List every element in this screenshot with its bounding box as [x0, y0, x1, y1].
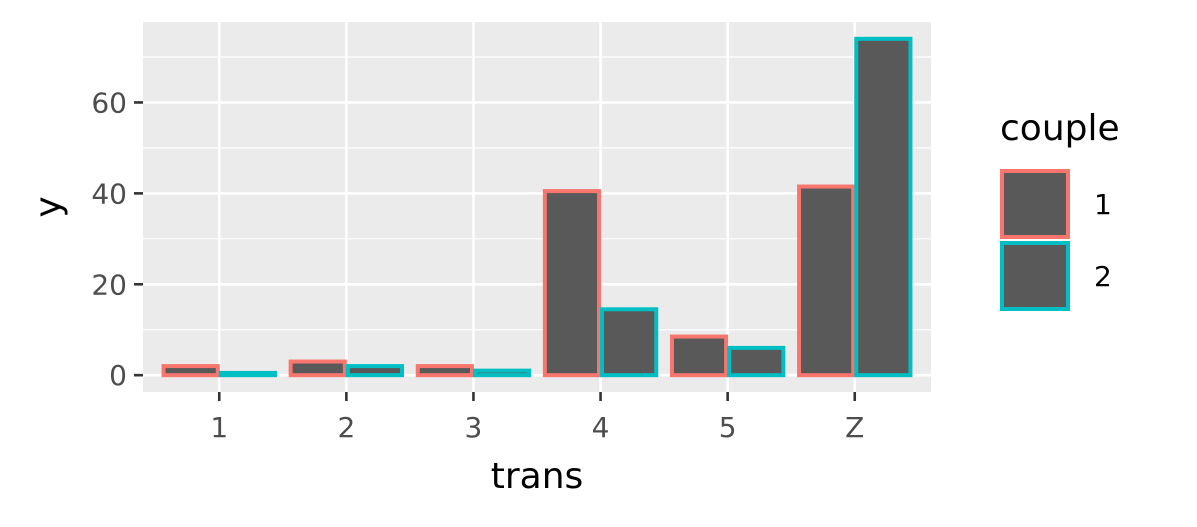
y-tick-label: 0	[109, 359, 127, 392]
y-tick-label: 20	[91, 268, 127, 301]
bar-series-2-5	[727, 345, 786, 378]
bar-series-2-1	[218, 370, 277, 378]
x-tick-label: Z	[845, 411, 864, 444]
legend: couple 1 2	[1000, 108, 1120, 311]
bar-series-1-4	[542, 189, 602, 378]
bars	[161, 36, 913, 378]
y-tick-label: 40	[91, 177, 127, 210]
legend-label: 2	[1094, 260, 1112, 293]
legend-label: 1	[1094, 188, 1112, 221]
x-tick-label: 4	[592, 411, 610, 444]
x-tick-label: 3	[465, 411, 483, 444]
x-axis-title: trans	[491, 456, 584, 497]
x-tick-label: 1	[210, 411, 228, 444]
bar-series-1-2	[288, 359, 347, 378]
bar-series-1-Z	[797, 184, 856, 378]
bar-series-2-Z	[854, 36, 913, 378]
bar-series-1-1	[161, 364, 220, 378]
bar-series-1-5	[669, 334, 729, 378]
y-tick-label: 60	[91, 86, 127, 119]
axes: 0 20 40 60 1 2 3 4 5 Z	[91, 86, 864, 444]
x-tick-label: 5	[719, 411, 737, 444]
legend-title: couple	[1000, 108, 1120, 149]
bar-series-1-3	[415, 364, 474, 378]
x-tick-label: 2	[337, 411, 355, 444]
legend-key-2	[1000, 241, 1070, 311]
bar-series-2-4	[600, 307, 659, 378]
y-axis-title: y	[28, 196, 69, 217]
bar-series-2-3	[472, 368, 532, 378]
legend-key-1	[1000, 169, 1070, 239]
bar-series-2-2	[345, 364, 405, 378]
